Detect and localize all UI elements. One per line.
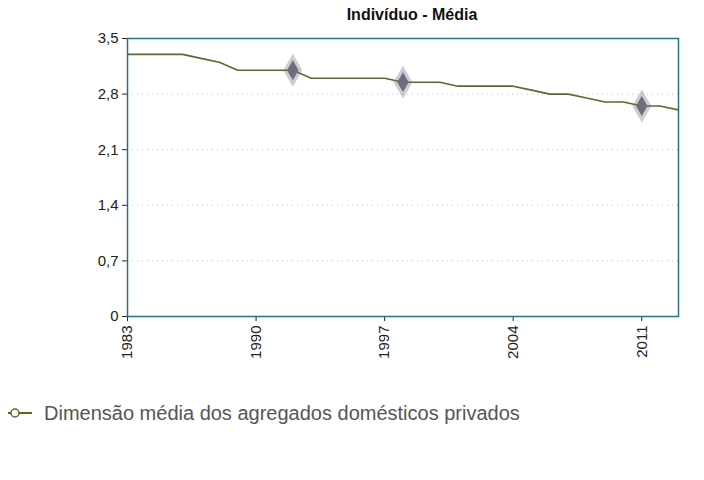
svg-text:1997: 1997 <box>375 326 392 359</box>
svg-text:2,1: 2,1 <box>98 141 119 158</box>
svg-text:1990: 1990 <box>247 326 264 359</box>
svg-text:0,7: 0,7 <box>98 252 119 269</box>
svg-text:2011: 2011 <box>633 326 650 358</box>
svg-text:0: 0 <box>110 307 118 324</box>
html-text:Indivíduo - Média: Indivíduo - Média <box>346 6 478 23</box>
svg-text:1983: 1983 <box>118 326 135 359</box>
svg-text:1,4: 1,4 <box>98 196 119 213</box>
html-text:Dimensão média dos agregados d: Dimensão média dos agregados domésticos … <box>44 402 520 424</box>
svg-text:2,8: 2,8 <box>98 85 119 102</box>
svg-text:3,5: 3,5 <box>98 29 119 46</box>
svg-text:2004: 2004 <box>504 326 521 359</box>
